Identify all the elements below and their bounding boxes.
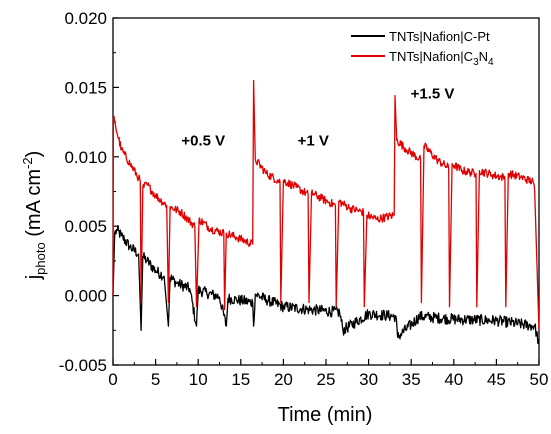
series-group [112,79,540,345]
x-tick-label: 25 [317,370,336,389]
x-tick-label: 30 [359,370,378,389]
x-tick-label: 35 [402,370,421,389]
x-tick-label: 45 [487,370,506,389]
x-axis-title: Time (min) [278,404,373,426]
y-tick-label: 0.000 [64,287,107,306]
x-tick-label: 40 [444,370,463,389]
x-tick-label: 10 [189,370,208,389]
y-axis-title-close: ) [23,151,45,158]
y-axis-title-sup: -2 [20,157,35,169]
y-axis-title-sub: photo [33,242,48,275]
legend-label-1: TNTs|Nafion|C-Pt [389,29,490,44]
x-tick-label: 5 [151,370,160,389]
y-axis-title-unit: (mA cm [23,169,45,242]
series-line-1 [112,225,540,345]
series-line-2 [112,79,540,331]
voltage-annotation: +1 V [298,133,329,150]
voltage-annotation: +0.5 V [181,133,225,150]
x-tick-label: 15 [231,370,250,389]
axis-ticks: 0 5 10 15 20 25 30 35 40 45 50 -0.005 0.000 0.005 0.01… [59,9,549,389]
annotations: +0.5 V +1 V +1.5 V [181,86,454,150]
y-tick-label: 0.020 [64,9,107,28]
x-tick-label: 0 [108,370,117,389]
y-tick-label: -0.005 [59,356,107,375]
x-tick-label: 20 [274,370,293,389]
y-tick-label: 0.015 [64,78,107,97]
y-tick-label: 0.005 [64,217,107,236]
y-tick-label: 0.010 [64,148,107,167]
legend: TNTs|Nafion|C-Pt TNTs|Nafion|C3N4 [351,29,494,68]
y-axis-title-main: j [23,275,45,280]
y-axis-title: jphoto (mA cm-2) [20,151,48,281]
voltage-annotation: +1.5 V [411,86,455,103]
legend-label-2: TNTs|Nafion|C3N4 [389,49,494,68]
x-tick-label: 50 [530,370,549,389]
